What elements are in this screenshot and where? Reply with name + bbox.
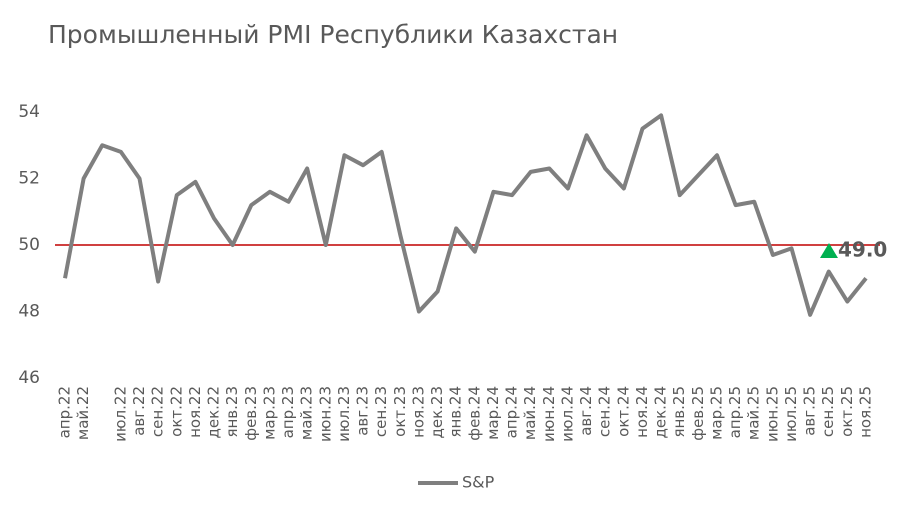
x-tick-label: фев.24 [465,386,483,441]
x-tick-label: янв.25 [670,386,688,438]
x-tick-label: авг.22 [130,386,148,436]
x-tick-label: авг.24 [577,386,595,436]
chart-title: Промышленный PMI Республики Казахстан [48,20,618,49]
x-tick-label: окт.24 [614,386,632,437]
x-tick-label: дек.24 [652,386,670,439]
x-tick-label: ноя.23 [409,386,427,438]
x-tick-label: мар.23 [260,386,278,440]
x-tick-label: июл.24 [558,386,576,442]
x-tick-label: сен.22 [149,386,167,437]
x-tick-label: мар.25 [707,386,725,440]
legend-label: S&P [462,473,495,492]
data-label: 49.0 [838,238,887,262]
x-tick-label: апр.23 [279,386,297,438]
x-tick-label: окт.23 [391,386,409,437]
x-tick-label: окт.25 [838,386,856,437]
x-tick-label: май.22 [74,386,92,440]
x-tick-label: фев.25 [689,386,707,441]
y-tick-label: 52 [18,169,40,189]
x-tick-label: янв.24 [447,386,465,438]
x-tick-label: дек.23 [428,386,446,439]
x-tick-label: янв.23 [223,386,241,438]
x-tick-label: июн.23 [316,386,334,442]
x-tick-label: ноя.22 [186,386,204,438]
x-tick-label: ноя.24 [633,386,651,438]
x-tick-label: июн.24 [540,386,558,442]
x-tick-label: сен.25 [819,386,837,437]
x-tick-label: июл.23 [335,386,353,442]
x-tick-label: апр.22 [56,386,74,438]
y-tick-label: 54 [18,102,40,122]
x-tick-label: мар.24 [484,386,502,440]
x-tick-label: апр.24 [503,386,521,438]
x-tick-label: июл.25 [782,386,800,442]
x-tick-label: май.24 [521,386,539,440]
x-tick-label: май.25 [745,386,763,440]
y-tick-label: 48 [18,302,40,322]
x-tick-label: сен.24 [596,386,614,437]
x-tick-label: авг.25 [801,386,819,436]
x-tick-label: дек.22 [205,386,223,439]
x-tick-label: июл.22 [111,386,129,442]
y-tick-label: 46 [18,368,40,388]
y-tick-label: 50 [18,235,40,255]
x-tick-label: ноя.25 [857,386,875,438]
x-tick-label: июн.25 [763,386,781,442]
x-tick-label: май.23 [298,386,316,440]
x-tick-label: окт.22 [167,386,185,437]
x-tick-label: сен.23 [372,386,390,437]
x-tick-label: фев.23 [242,386,260,441]
x-tick-label: авг.23 [354,386,372,436]
x-tick-label: апр.25 [726,386,744,438]
series-line [63,113,868,317]
annotation-marker [820,243,838,258]
